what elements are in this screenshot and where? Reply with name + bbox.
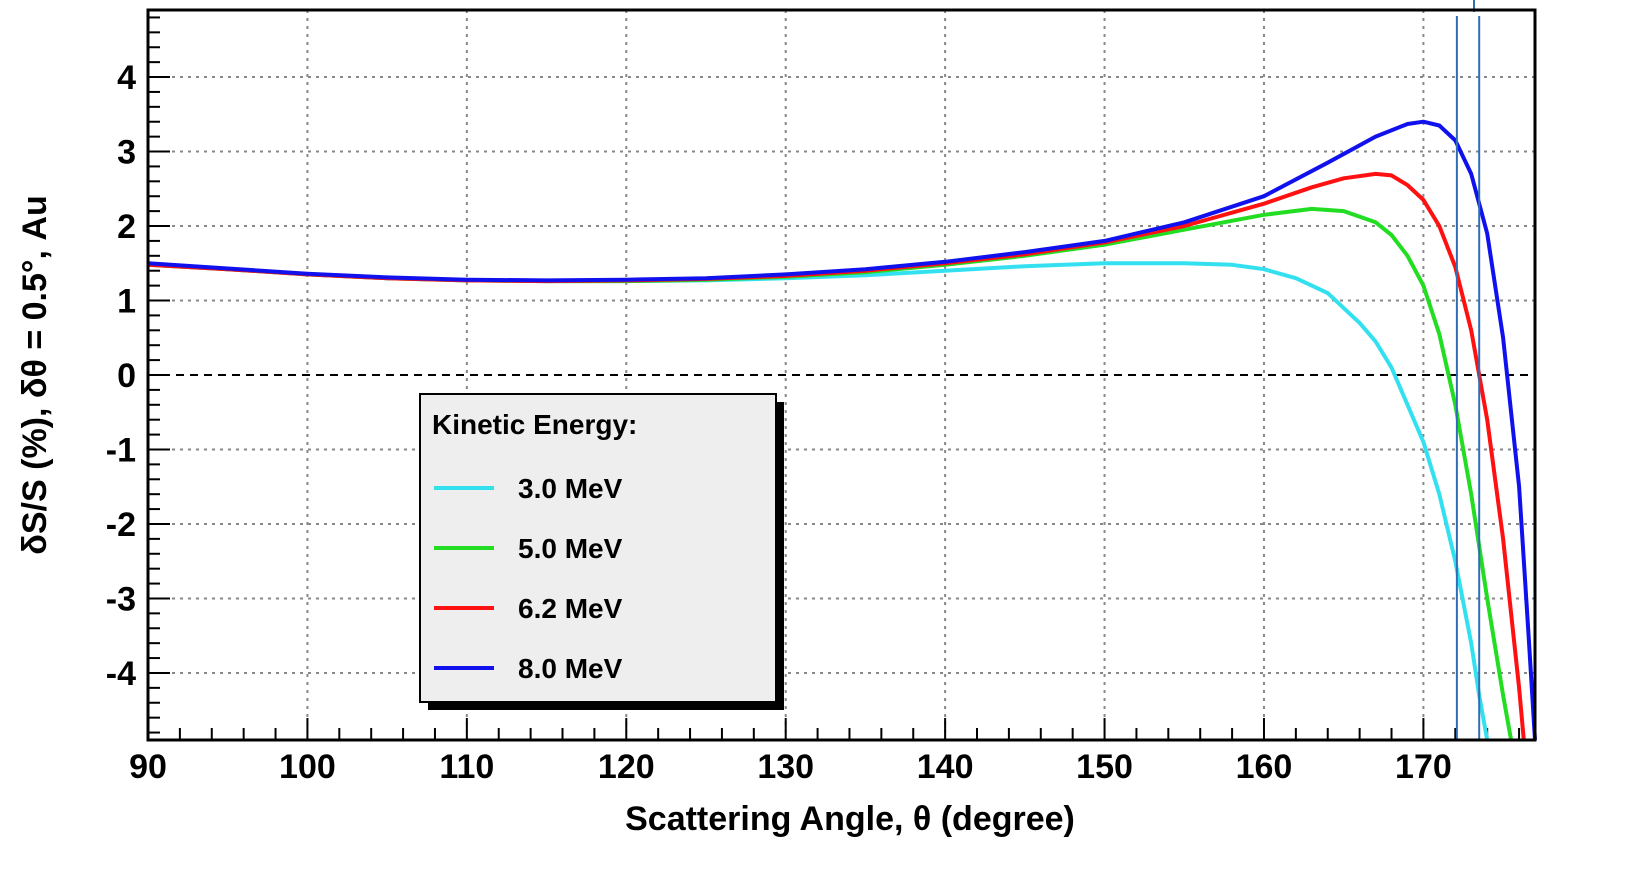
y-tick-label: 0 bbox=[117, 357, 136, 395]
plot-frame bbox=[146, 8, 1537, 742]
x-tick-label: 120 bbox=[598, 748, 655, 786]
y-tick-label: 2 bbox=[117, 208, 136, 246]
x-tick-label: 100 bbox=[279, 748, 336, 786]
x-tick-label: 170 bbox=[1395, 748, 1452, 786]
tick-labels: 90 100 110 120 130 140 150 160 170 -4 -3 -2 -1 0 1 2 3 4 bbox=[106, 59, 1452, 786]
y-tick-label: -2 bbox=[106, 506, 136, 544]
x-tick-label: 110 bbox=[439, 748, 494, 786]
x-axis-title: Scattering Angle, θ (degree) bbox=[625, 800, 1075, 838]
minor-ticks bbox=[147, 16, 1521, 740]
y-axis-title: δS/S (%), δθ = 0.5°, Au bbox=[16, 195, 54, 554]
legend-label: 5.0 MeV bbox=[518, 533, 623, 564]
x-tick-label: 130 bbox=[757, 748, 814, 786]
legend-label: 8.0 MeV bbox=[518, 653, 623, 684]
x-tick-label: 150 bbox=[1076, 748, 1133, 786]
y-tick-label: 3 bbox=[117, 134, 136, 172]
legend-label: 6.2 MeV bbox=[518, 593, 623, 624]
legend-title: Kinetic Energy: bbox=[432, 409, 637, 440]
y-tick-label: 1 bbox=[117, 283, 136, 321]
x-tick-label: 90 bbox=[129, 748, 167, 786]
y-tick-label: -4 bbox=[106, 655, 136, 693]
legend: Kinetic Energy: 3.0 MeV 5.0 MeV 6.2 MeV 8.0… bbox=[419, 393, 784, 710]
x-tick-label: 160 bbox=[1236, 748, 1293, 786]
y-tick-label: -3 bbox=[106, 580, 136, 618]
y-tick-label: -1 bbox=[106, 431, 136, 469]
series-line-8-0-mev bbox=[147, 119, 1537, 741]
series-group bbox=[147, 119, 1537, 741]
legend-label: 3.0 MeV bbox=[518, 473, 623, 504]
y-tick-label: 4 bbox=[117, 59, 136, 97]
legend-entries: 3.0 MeV 5.0 MeV 6.2 MeV 8.0 MeV bbox=[434, 473, 623, 684]
x-tick-label: 140 bbox=[917, 748, 974, 786]
